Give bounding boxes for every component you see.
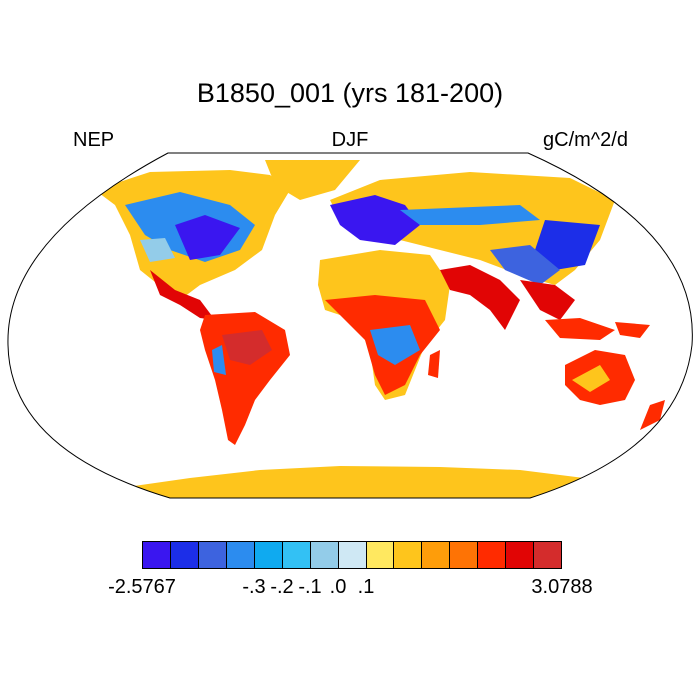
- colorbar: [142, 541, 563, 569]
- colorbar-box: [421, 541, 451, 569]
- central-america-region: [150, 270, 215, 320]
- antarctica-region: [120, 466, 680, 498]
- colorbar-tick-label: 3.0788: [531, 576, 593, 598]
- season-label: DJF: [331, 129, 369, 151]
- colorbar-labels: -2.5767 -.3 -.2 -.1 .0 .1 3.0788: [0, 576, 700, 602]
- colorbar-box: [281, 541, 311, 569]
- variable-label: NEP: [73, 129, 115, 151]
- colorbar-tick-label: .1: [357, 576, 375, 598]
- greenland-region: [265, 160, 360, 200]
- colorbar-box: [533, 541, 563, 569]
- south-america-region: [200, 312, 290, 445]
- colorbar-box: [505, 541, 535, 569]
- colorbar-tick-label: -.1: [298, 576, 322, 598]
- europe-region: [330, 195, 420, 245]
- map-border: [7, 152, 693, 499]
- colorbar-box: [197, 541, 227, 569]
- colorbar-box: [142, 541, 171, 569]
- colorbar-tick-label: -2.5767: [108, 576, 176, 598]
- colorbar-box: [309, 541, 339, 569]
- colorbar-box: [253, 541, 283, 569]
- colorbar-box: [477, 541, 507, 569]
- north-america-east-region: [175, 215, 240, 260]
- colorbar-box: [365, 541, 395, 569]
- colorbar-tick-label: -.3: [242, 576, 266, 598]
- colorbar-box: [449, 541, 479, 569]
- colorbar-tick-label: -.2: [270, 576, 294, 598]
- colorbar-box: [169, 541, 199, 569]
- new-zealand-region: [640, 400, 665, 430]
- india-region: [440, 265, 520, 330]
- colorbar-tick-label: .0: [329, 576, 347, 598]
- colorbar-box: [225, 541, 255, 569]
- indonesia-region: [545, 318, 615, 340]
- map-title: B1850_001 (yrs 181-200): [196, 78, 504, 108]
- southeast-asia-region: [520, 280, 575, 320]
- colorbar-box: [393, 541, 423, 569]
- units-label: gC/m^2/d: [543, 129, 628, 151]
- colorbar-box: [337, 541, 367, 569]
